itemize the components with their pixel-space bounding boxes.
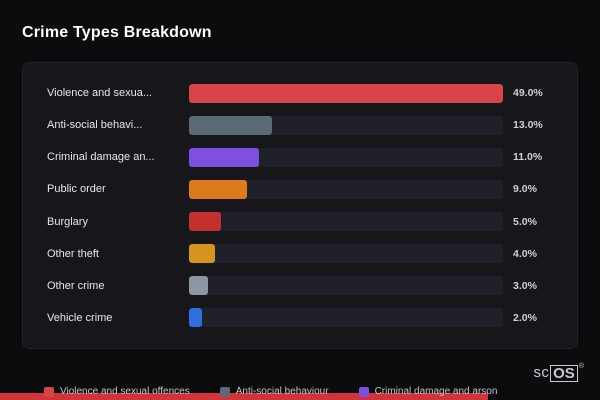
value-label: 5.0% [513, 215, 537, 228]
logo-text-os: OS [550, 365, 578, 382]
bar[interactable] [189, 83, 503, 103]
bar[interactable] [189, 212, 222, 232]
bar-row: Public order 9.0% [47, 174, 553, 204]
bar-track [189, 244, 503, 264]
category-label: Vehicle crime [47, 311, 113, 324]
category-label: Anti-social behavi... [47, 119, 143, 132]
category-label: Violence and sexua... [47, 87, 152, 100]
bar-track [189, 179, 503, 199]
chart-card: Violence and sexua... 49.0% Anti-social be… [22, 62, 578, 349]
legend-item[interactable]: Violence and sexual offences [44, 386, 190, 397]
bar[interactable] [189, 147, 260, 167]
bar-track [189, 83, 503, 103]
bar[interactable] [189, 308, 202, 328]
bar-row: Violence and sexua... 49.0% [47, 78, 553, 108]
bar-track [189, 212, 503, 232]
category-label: Public order [47, 183, 106, 196]
bar-track [189, 276, 503, 296]
legend-swatch-icon [44, 386, 54, 397]
bar-row: Vehicle crime 2.0% [47, 303, 553, 333]
bar-row: Other crime 3.0% [47, 271, 553, 301]
legend-item[interactable]: Anti-social behaviour [219, 386, 329, 397]
bar[interactable] [189, 179, 247, 199]
value-label: 49.0% [513, 87, 543, 100]
value-label: 2.0% [513, 311, 537, 324]
category-label: Burglary [47, 215, 88, 228]
bar-row: Other theft 4.0% [47, 239, 553, 269]
bottom-red-strip [0, 393, 488, 400]
bar-row: Burglary 5.0% [47, 207, 553, 237]
page-title: Crime Types Breakdown [22, 24, 212, 41]
legend-label: Violence and sexual offences [60, 386, 190, 397]
legend-swatch-icon [219, 386, 230, 397]
value-label: 4.0% [513, 247, 537, 260]
value-label: 9.0% [513, 183, 537, 196]
value-label: 3.0% [513, 279, 537, 292]
bar-track [189, 115, 503, 135]
legend: Violence and sexual offences Anti-social … [44, 386, 497, 397]
registered-mark-icon: ® [578, 363, 584, 370]
category-label: Other crime [47, 279, 105, 292]
bar-rows: Violence and sexua... 49.0% Anti-social be… [47, 77, 553, 334]
logo-text-sc: sc [533, 364, 550, 381]
bar[interactable] [189, 244, 215, 264]
value-label: 13.0% [513, 119, 543, 132]
value-label: 11.0% [513, 151, 543, 164]
bar[interactable] [189, 115, 273, 135]
bar-track [189, 308, 503, 328]
legend-swatch-icon [358, 386, 369, 397]
legend-item[interactable]: Criminal damage and arson [358, 386, 498, 397]
bar-track [189, 147, 503, 167]
scos-logo: sc OS ® [533, 363, 584, 382]
legend-label: Criminal damage and arson [374, 386, 498, 397]
legend-label: Anti-social behaviour [235, 386, 329, 397]
category-label: Criminal damage an... [47, 151, 155, 164]
bar-row: Anti-social behavi... 13.0% [47, 110, 553, 140]
category-label: Other theft [47, 247, 99, 260]
bar-row: Criminal damage an... 11.0% [47, 142, 553, 172]
bar[interactable] [189, 276, 209, 296]
